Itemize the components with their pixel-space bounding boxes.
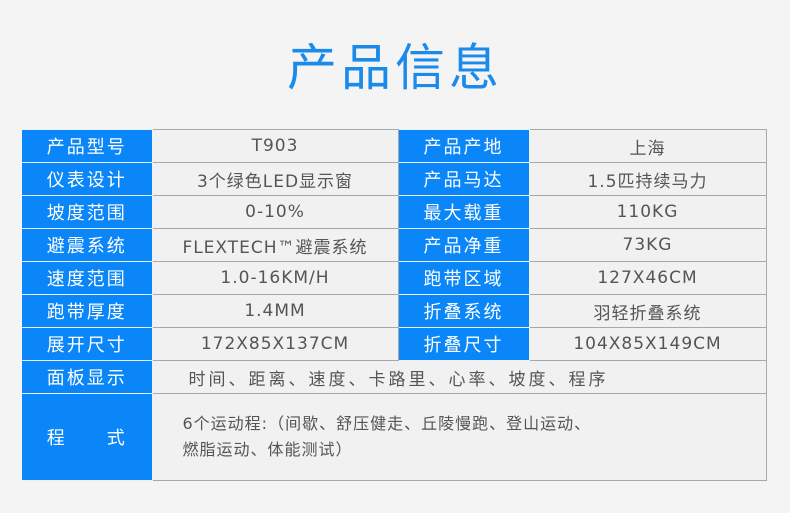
- spec-value: 上海: [528, 129, 767, 163]
- spec-label: 跑带区域: [398, 261, 530, 295]
- spec-label: 仪表设计: [22, 162, 153, 196]
- table-row: 仪表设计 3个绿色LED显示窗 产品马达 1.5匹持续马力: [22, 162, 767, 196]
- spec-value: 127X46CM: [528, 261, 767, 295]
- spec-label: 跑带厚度: [22, 294, 153, 328]
- program-line: 6个运动程:（间歇、舒压健走、丘陵慢跑、登山运动、: [182, 414, 592, 433]
- spec-value: 1.4MM: [151, 294, 399, 328]
- spec-label: 避震系统: [22, 228, 153, 262]
- spec-value: 羽轻折叠系统: [528, 294, 767, 328]
- spec-label: 产品型号: [22, 129, 153, 163]
- spec-value: T903: [151, 129, 399, 163]
- spec-label: 产品净重: [398, 228, 530, 262]
- spec-label: 最大载重: [398, 195, 530, 229]
- program-label: 程 式: [22, 393, 153, 481]
- panel-value: 时间、距离、速度、卡路里、心率、坡度、程序: [151, 360, 767, 394]
- spec-label: 速度范围: [22, 261, 153, 295]
- program-line: 燃脂运动、体能测试）: [182, 440, 353, 459]
- spec-value: 104X85X149CM: [528, 327, 767, 361]
- spec-value: 172X85X137CM: [151, 327, 399, 361]
- table-row: 坡度范围 0-10% 最大载重 110KG: [22, 195, 767, 229]
- spec-value: 3个绿色LED显示窗: [151, 162, 399, 196]
- spec-label: 产品产地: [398, 129, 530, 163]
- page-title: 产品信息: [287, 39, 503, 97]
- spec-label: 折叠系统: [398, 294, 530, 328]
- table-row: 面板显示 时间、距离、速度、卡路里、心率、坡度、程序: [22, 360, 767, 394]
- spec-value: FLEXTECH™避震系统: [151, 228, 399, 262]
- table-row: 产品型号 T903 产品产地 上海: [22, 129, 767, 163]
- spec-value: 110KG: [528, 195, 767, 229]
- table-row: 展开尺寸 172X85X137CM 折叠尺寸 104X85X149CM: [22, 327, 767, 361]
- spec-value: 1.0-16KM/H: [151, 261, 399, 295]
- panel-label: 面板显示: [22, 360, 153, 394]
- spec-label: 坡度范围: [22, 195, 153, 229]
- program-value: 6个运动程:（间歇、舒压健走、丘陵慢跑、登山运动、 燃脂运动、体能测试）: [151, 393, 767, 481]
- spec-value: 1.5匹持续马力: [528, 162, 767, 196]
- table-row: 跑带厚度 1.4MM 折叠系统 羽轻折叠系统: [22, 294, 767, 328]
- table-row: 速度范围 1.0-16KM/H 跑带区域 127X46CM: [22, 261, 767, 295]
- product-info-table: 产品型号 T903 产品产地 上海 仪表设计 3个绿色LED显示窗 产品马达 1.5匹持续马力…: [22, 129, 767, 481]
- spec-label: 折叠尺寸: [398, 327, 530, 361]
- table-row: 程 式 6个运动程:（间歇、舒压健走、丘陵慢跑、登山运动、 燃脂运动、体能测试）: [22, 393, 767, 481]
- spec-label: 产品马达: [398, 162, 530, 196]
- spec-value: 73KG: [528, 228, 767, 262]
- spec-label: 展开尺寸: [22, 327, 153, 361]
- spec-value: 0-10%: [151, 195, 399, 229]
- table-row: 避震系统 FLEXTECH™避震系统 产品净重 73KG: [22, 228, 767, 262]
